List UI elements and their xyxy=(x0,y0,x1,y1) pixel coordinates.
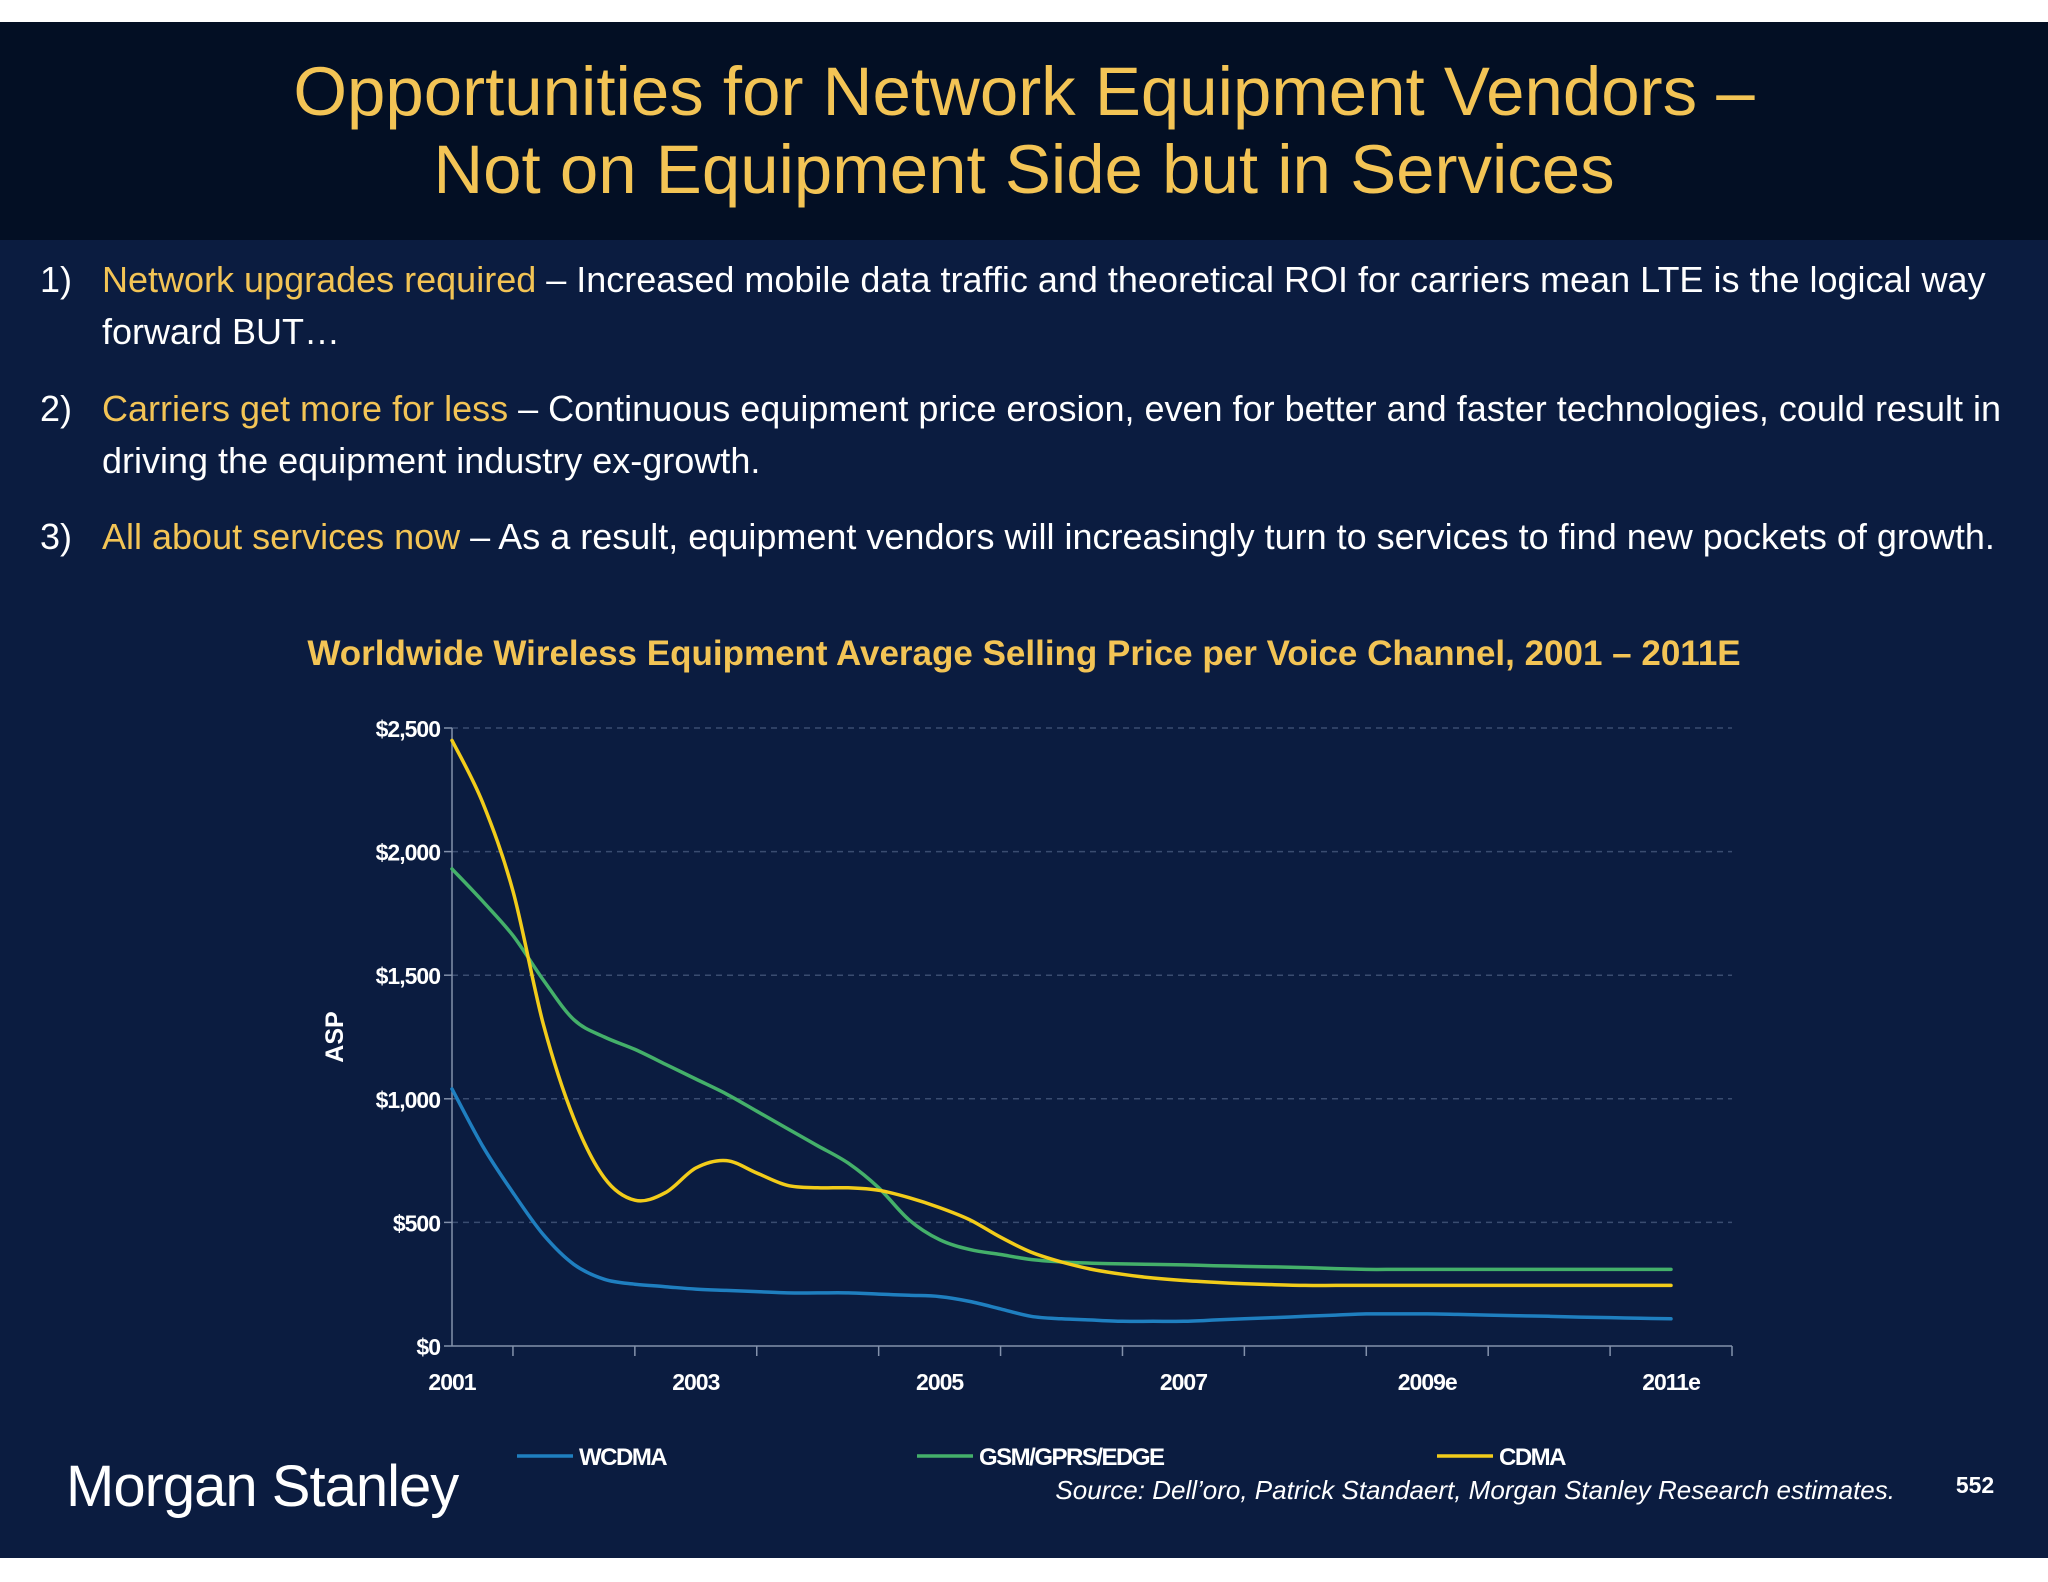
slide-title-line-1: Opportunities for Network Equipment Vend… xyxy=(293,53,1755,130)
source-note: Source: Dell’oro, Patrick Standaert, Mor… xyxy=(1055,1475,1895,1505)
bullet-body: – Continuous equipment price erosion, ev… xyxy=(102,388,2002,481)
asp-line-chart: $0 $500 $1,000 $1,500 $2,000 $2,500 2001 2003 20… xyxy=(321,716,1733,1471)
bullet-text: Network upgrades required – Increased mo… xyxy=(102,254,2022,358)
series-line-gsm xyxy=(450,867,1673,1272)
x-tick-label: 2011e xyxy=(1642,1369,1700,1395)
legend-label-cdma: CDMA xyxy=(1499,1444,1566,1471)
bullet-text: Carriers get more for less – Continuous … xyxy=(102,383,2022,487)
gridlines xyxy=(452,727,1732,1224)
slide-title-line-2: Not on Equipment Side but in Services xyxy=(433,131,1615,208)
y-tick-label: $1,000 xyxy=(376,1087,441,1113)
chart-title: Worldwide Wireless Equipment Average Sel… xyxy=(307,634,1741,673)
y-tick-label: $500 xyxy=(393,1210,440,1236)
bullet-number: 3) xyxy=(40,516,73,557)
page-number: 552 xyxy=(1955,1472,1995,1498)
bullet-highlight: Network upgrades required xyxy=(102,259,537,300)
bullet-highlight: Carriers get more for less xyxy=(102,388,509,429)
legend: WCDMA GSM/GPRS/EDGE CDMA xyxy=(517,1444,1568,1471)
x-tick-label: 2001 xyxy=(428,1369,476,1395)
bullet-text: All about services now – As a result, eq… xyxy=(102,511,2022,563)
bullet-number: 1) xyxy=(40,259,73,300)
legend-label-gsm: GSM/GPRS/EDGE xyxy=(979,1444,1165,1471)
series-lines xyxy=(450,738,1673,1324)
x-tick-label: 2003 xyxy=(672,1369,719,1395)
series-line-cdma xyxy=(450,738,1673,1288)
axes: $0 $500 $1,000 $1,500 $2,000 $2,500 2001 2003 20… xyxy=(321,716,1733,1395)
y-tick-label: $1,500 xyxy=(376,963,441,989)
y-tick-label: $2,000 xyxy=(376,840,441,866)
y-tick-label: $0 xyxy=(416,1334,440,1360)
x-tick-label: 2009e xyxy=(1398,1369,1457,1395)
x-tick-label: 2005 xyxy=(916,1369,964,1395)
bullet-body: – Increased mobile data traffic and theo… xyxy=(102,259,1986,352)
y-tick-label: $2,500 xyxy=(376,716,441,742)
bullet-number: 2) xyxy=(40,388,73,429)
y-axis-title: ASP xyxy=(321,1011,349,1062)
slide: Opportunities for Network Equipment Vend… xyxy=(0,22,2048,1558)
bullet-highlight: All about services now xyxy=(102,516,461,557)
legend-label-wcdma: WCDMA xyxy=(579,1444,667,1471)
morgan-stanley-logo: Morgan Stanley xyxy=(66,1454,459,1519)
series-line-wcdma xyxy=(450,1087,1673,1324)
title-band: Opportunities for Network Equipment Vend… xyxy=(0,22,2048,240)
x-tick-label: 2007 xyxy=(1160,1369,1207,1395)
bullet-body: – As a result, equipment vendors will in… xyxy=(460,516,1995,557)
